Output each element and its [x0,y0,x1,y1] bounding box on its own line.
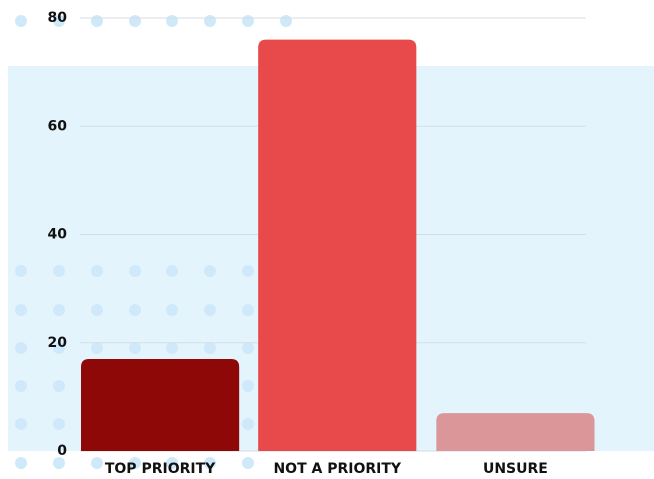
dot [15,342,27,354]
dot [53,457,65,469]
dot [204,265,216,277]
dot [242,304,254,316]
dot [204,15,216,27]
dot [91,457,103,469]
dot [129,304,141,316]
dot [129,457,141,469]
dot [129,15,141,27]
dot [166,265,178,277]
dot [242,342,254,354]
dot [53,265,65,277]
dot [53,380,65,392]
dot [242,457,254,469]
dot [242,418,254,430]
bar [436,413,595,451]
x-tick-label: NOT A PRIORITY [273,461,401,477]
x-tick-label: TOP PRIORITY [105,461,216,477]
y-tick-label: 0 [57,443,67,459]
dot [129,265,141,277]
dot [242,265,254,277]
dot [280,15,292,27]
y-tick-label: 40 [48,227,68,243]
x-tick-label: UNSURE [483,461,548,477]
dot [53,304,65,316]
dot [129,342,141,354]
dot [204,342,216,354]
dot [15,265,27,277]
dot [204,457,216,469]
y-tick-label: 20 [48,335,68,351]
dot [15,457,27,469]
dot [15,304,27,316]
bar [81,358,240,451]
dot [15,380,27,392]
dot [204,304,216,316]
dot [242,380,254,392]
y-tick-label: 60 [48,118,68,134]
dot [242,15,254,27]
bar [258,39,417,452]
dot [166,304,178,316]
dot [166,15,178,27]
dot [91,15,103,27]
dot [91,304,103,316]
dot [53,15,65,27]
dot [91,342,103,354]
y-tick-label: 80 [48,10,68,26]
dot [166,342,178,354]
dot [53,342,65,354]
dot [15,15,27,27]
dot [166,457,178,469]
dot [91,265,103,277]
dot [15,418,27,430]
dot [53,418,65,430]
